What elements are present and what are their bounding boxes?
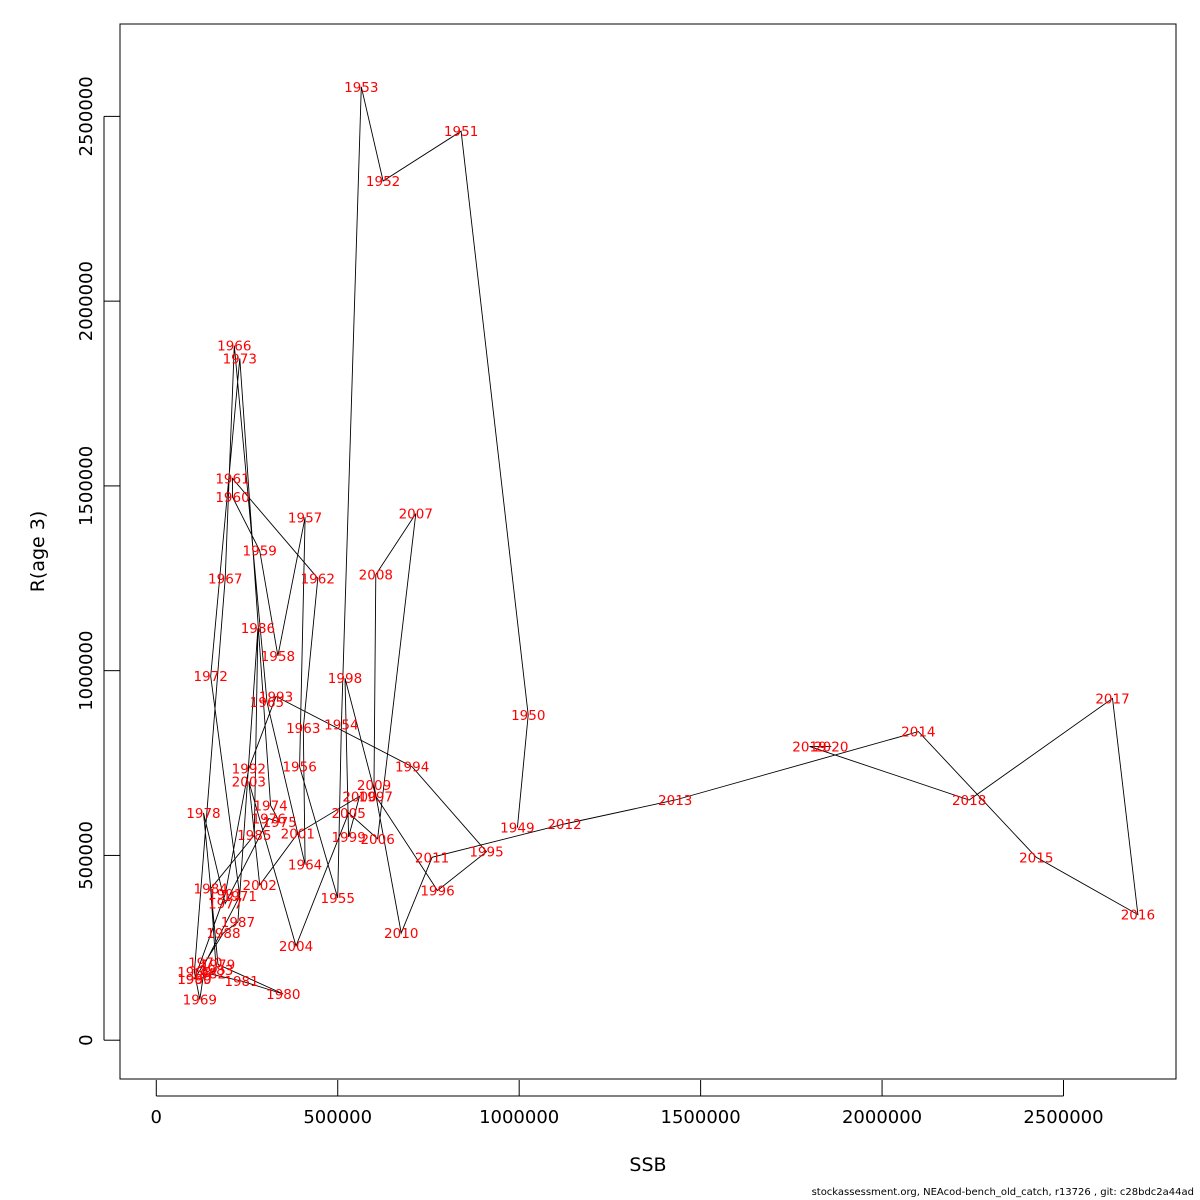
year-label-2001: 2001: [281, 826, 315, 842]
year-label-2006: 2006: [360, 832, 394, 848]
year-label-1962: 1962: [301, 571, 335, 587]
year-label-1977: 1977: [208, 896, 242, 912]
year-label-1971: 1971: [223, 889, 257, 905]
year-label-1952: 1952: [366, 174, 400, 190]
year-label-1956: 1956: [282, 760, 316, 776]
year-label-2013: 2013: [658, 793, 692, 809]
year-label-1966: 1966: [217, 338, 251, 354]
y-tick-label: 2000000: [76, 261, 97, 341]
x-tick-label: 2000000: [842, 1107, 922, 1128]
year-label-1985: 1985: [237, 828, 271, 844]
year-label-2016: 2016: [1121, 908, 1155, 924]
year-label-1984: 1984: [194, 882, 228, 898]
year-label-1958: 1958: [261, 649, 295, 665]
year-label-1998: 1998: [328, 671, 362, 687]
year-label-2010: 2010: [384, 926, 418, 942]
year-label-2004: 2004: [279, 939, 313, 955]
year-label-2015: 2015: [1019, 850, 1053, 866]
y-tick-label: 500000: [76, 821, 97, 890]
year-label-1986: 1986: [241, 621, 275, 637]
year-label-1957: 1957: [288, 510, 322, 526]
year-label-2008: 2008: [359, 568, 393, 584]
year-label-1999: 1999: [331, 830, 365, 846]
year-label-1969: 1969: [183, 993, 217, 1009]
year-label-1989: 1989: [177, 972, 211, 988]
year-label-1964: 1964: [288, 858, 322, 874]
year-label-2017: 2017: [1095, 691, 1129, 707]
year-label-1995: 1995: [469, 845, 503, 861]
year-label-1974: 1974: [253, 799, 287, 815]
year-label-1953: 1953: [344, 80, 378, 96]
year-label-1950: 1950: [511, 708, 545, 724]
x-tick-label: 2500000: [1023, 1107, 1103, 1128]
year-label-1951: 1951: [444, 124, 478, 140]
year-label-2002: 2002: [243, 878, 277, 894]
year-label-1988: 1988: [206, 926, 240, 942]
x-tick-label: 0: [151, 1107, 162, 1128]
year-label-1990: 1990: [177, 972, 211, 988]
x-tick-label: 500000: [303, 1107, 372, 1128]
year-label-1991: 1991: [208, 887, 242, 903]
year-label-2011: 2011: [415, 850, 449, 866]
y-axis: 0 500000 1000000 1500000 2000000 2500000: [76, 76, 120, 1046]
x-tick-label: 1000000: [479, 1107, 559, 1128]
year-label-1976: 1976: [252, 811, 286, 827]
year-label-2018: 2018: [952, 793, 986, 809]
year-label-1981: 1981: [224, 974, 258, 990]
year-label-2014: 2014: [901, 725, 935, 741]
year-label-1963: 1963: [286, 721, 320, 737]
year-label-1970: 1970: [188, 956, 222, 972]
year-labels: 1949 1950 1951 1952 1953 1954 1955 1956 1957 1958…: [177, 80, 1155, 1009]
year-label-2020: 2020: [814, 739, 848, 755]
year-label-1973: 1973: [223, 351, 257, 367]
year-label-1983: 1983: [199, 963, 233, 979]
series-line: [193, 86, 1139, 1000]
x-tick-label: 1500000: [661, 1107, 741, 1128]
year-label-1996: 1996: [420, 884, 454, 900]
year-label-1972: 1972: [194, 669, 228, 685]
y-tick-label: 2500000: [76, 76, 97, 156]
year-label-1949: 1949: [500, 821, 534, 837]
year-label-1965: 1965: [250, 695, 284, 711]
y-tick-label: 0: [76, 1034, 97, 1045]
year-label-2019: 2019: [792, 739, 826, 755]
year-label-1975: 1975: [262, 815, 296, 831]
x-axis-title: SSB: [629, 1154, 666, 1176]
year-label-2003: 2003: [232, 775, 266, 791]
year-label-1994: 1994: [395, 760, 429, 776]
y-tick-label: 1000000: [76, 631, 97, 711]
year-label-1979: 1979: [201, 957, 235, 973]
year-label-1955: 1955: [321, 891, 355, 907]
year-label-2007: 2007: [399, 507, 433, 523]
year-label-1992: 1992: [232, 762, 266, 778]
year-label-1968: 1968: [177, 965, 211, 981]
year-label-1980: 1980: [266, 987, 300, 1003]
year-label-1993: 1993: [259, 690, 293, 706]
y-axis-title: R(age 3): [27, 511, 49, 593]
y-tick-label: 1500000: [76, 446, 97, 526]
year-label-1967: 1967: [208, 571, 242, 587]
year-label-1961: 1961: [215, 472, 249, 488]
year-label-2012: 2012: [547, 817, 581, 833]
year-label-1997: 1997: [359, 789, 393, 805]
year-label-2005: 2005: [331, 806, 365, 822]
year-label-1982: 1982: [192, 967, 226, 983]
year-label-1959: 1959: [243, 544, 277, 560]
year-label-1987: 1987: [221, 915, 255, 931]
year-label-2000: 2000: [342, 789, 376, 805]
year-label-1954: 1954: [324, 717, 358, 733]
year-label-1960: 1960: [215, 490, 249, 506]
plot-frame: [119, 23, 1177, 1080]
footer-caption: stockassessment.org, NEAcod-bench_old_ca…: [811, 1187, 1194, 1198]
x-axis: 0 500000 1000000 1500000 2000000 2500000: [151, 1080, 1104, 1128]
year-label-1978: 1978: [186, 806, 220, 822]
year-label-2009: 2009: [357, 778, 391, 794]
